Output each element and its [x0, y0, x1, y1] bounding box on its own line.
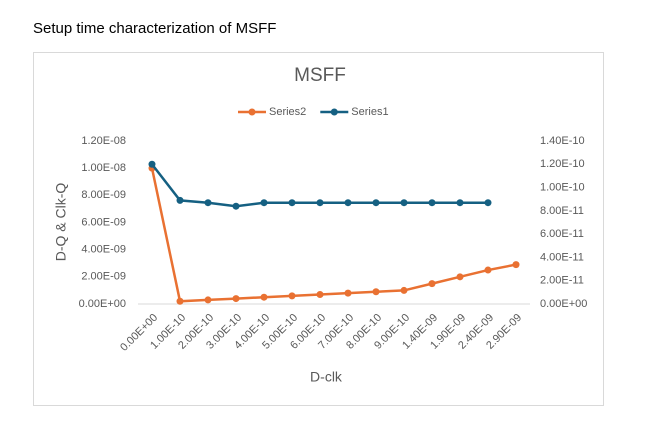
point: [148, 160, 156, 168]
y2-tick-label: 0.00E+00: [540, 298, 587, 310]
point: [176, 297, 184, 305]
point: [456, 199, 464, 207]
point: [428, 199, 436, 207]
legend-marker: [330, 108, 338, 116]
point: [344, 199, 352, 207]
point: [176, 196, 184, 204]
y-tick-label: 2.00E-09: [81, 271, 126, 283]
point: [484, 266, 492, 274]
point: [204, 199, 212, 207]
legend-label: Series2: [269, 106, 306, 118]
y-tick-label: 6.00E-09: [81, 216, 126, 228]
legend-marker: [248, 108, 256, 116]
point: [288, 292, 296, 300]
point: [260, 199, 268, 207]
point: [372, 288, 380, 296]
y-axis-title: D-Q & Clk-Q: [53, 183, 69, 262]
point: [428, 280, 436, 288]
y2-tick-label: 1.00E-10: [540, 181, 585, 193]
point: [456, 273, 464, 281]
y2-tick-label: 2.00E-11: [540, 275, 584, 287]
series-line: [150, 167, 517, 303]
point: [260, 293, 268, 301]
y2-tick-label: 1.20E-10: [540, 158, 585, 170]
point: [204, 296, 212, 304]
y-tick-label: 1.00E-08: [81, 162, 126, 174]
point: [232, 202, 240, 210]
y-tick-label: 0.00E+00: [79, 298, 126, 310]
y-tick-label: 1.20E-08: [81, 135, 126, 147]
point: [400, 286, 408, 294]
y2-tick-label: 8.00E-11: [540, 205, 584, 217]
y2-tick-label: 4.00E-11: [540, 251, 584, 263]
point: [316, 199, 324, 207]
y-tick-label: 8.00E-09: [81, 189, 126, 201]
point: [484, 199, 492, 207]
point: [232, 295, 240, 303]
x-axis-title: D-clk: [310, 369, 343, 385]
chart-frame: [33, 52, 604, 406]
y2-tick-label: 6.00E-11: [540, 228, 584, 240]
point: [344, 289, 352, 297]
point: [372, 199, 380, 207]
chart-title: MSFF: [294, 65, 346, 86]
y-tick-label: 4.00E-09: [81, 244, 126, 256]
point: [400, 199, 408, 207]
point: [316, 290, 324, 298]
legend-label: Series1: [351, 106, 388, 118]
heading: Setup time characterization of MSFF: [33, 20, 277, 37]
point: [288, 199, 296, 207]
point: [512, 261, 520, 269]
y2-tick-label: 1.40E-10: [540, 135, 585, 147]
